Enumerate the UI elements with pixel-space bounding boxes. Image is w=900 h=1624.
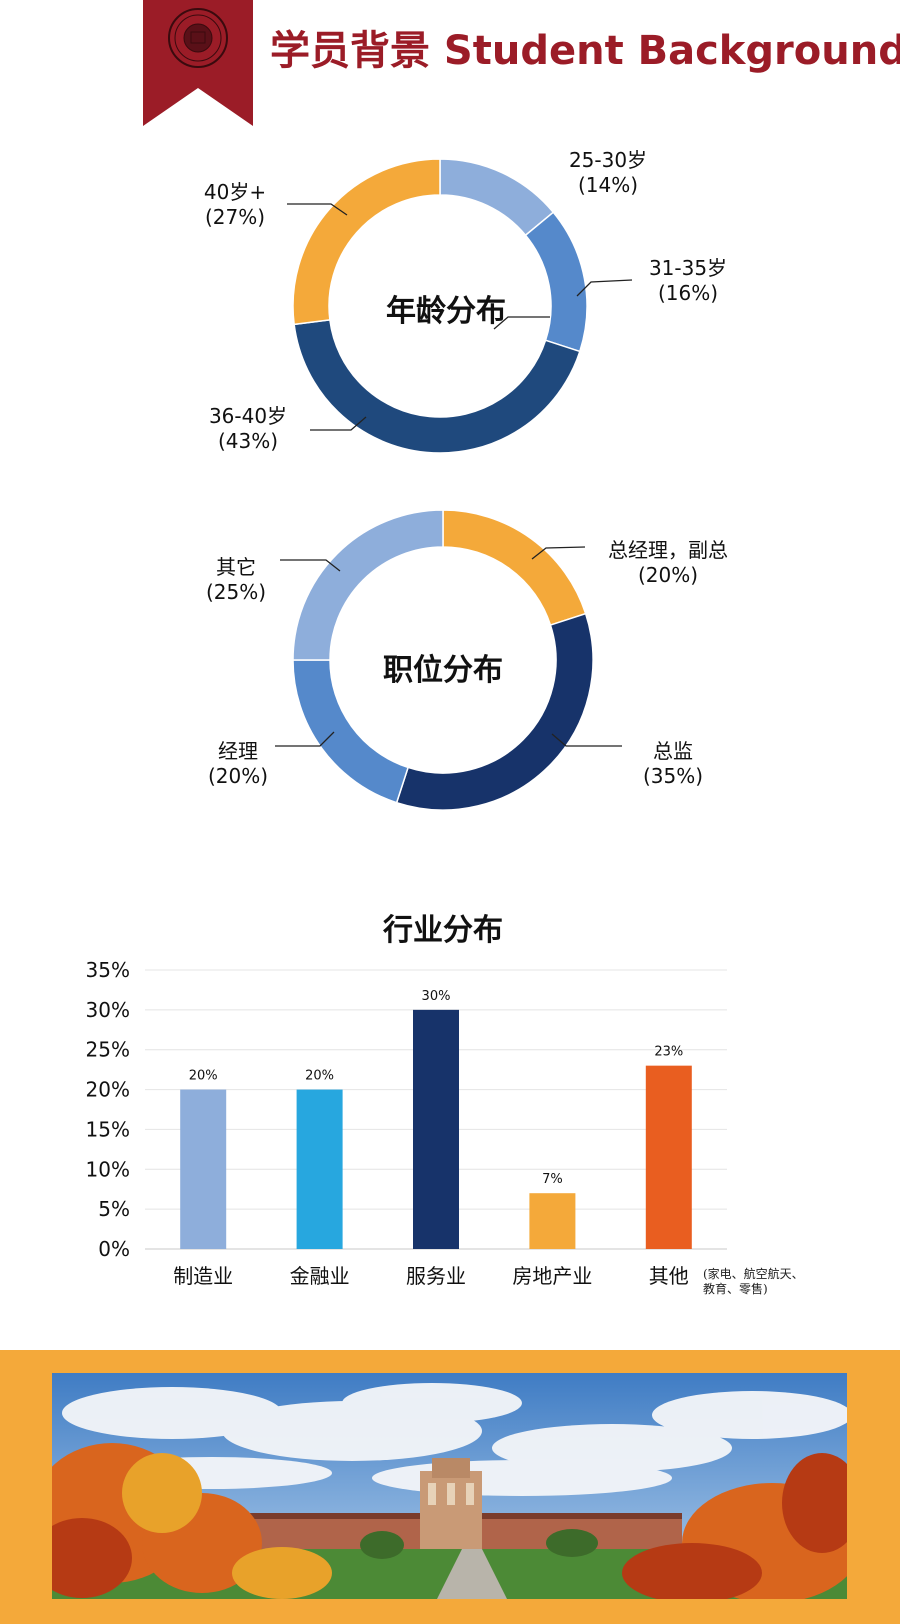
y-tick-label: 5% [98,1197,130,1221]
position-slice-pct-0: (20%) [638,563,698,587]
industry-other-note-line2: 教育、零售) [703,1281,768,1296]
bar-3 [529,1193,576,1249]
position-slice-pct-2: (20%) [208,764,268,788]
industry-distribution-bar-chart: 行业分布 0% 5% 10% 15% 20% 25% 30% 35% 20% 20% 30% 7% 2… [86,913,804,1296]
bar-value-label: 30% [422,989,451,1004]
bar-0 [180,1089,227,1249]
campus-photo [52,1373,847,1599]
age-slice-1 [524,211,588,353]
y-tick-label: 15% [86,1117,130,1141]
age-leader-lines [287,203,633,431]
position-slice-label-3: 其它 [216,555,256,579]
position-slice-label-0: 总经理，副总 [608,538,728,562]
age-slice-label-0: 25-30岁 [569,148,647,172]
age-slice-pct-1: (16%) [658,281,718,305]
category-label: 金融业 [290,1264,350,1288]
age-slice-label-3: 40岁+ [204,180,266,204]
age-slice-label-2: 36-40岁 [209,404,287,428]
category-label: 房地产业 [512,1264,592,1288]
bar-value-label: 7% [542,1172,563,1187]
age-slice-0 [439,158,555,237]
y-tick-label: 35% [86,958,130,982]
position-slice-1 [395,612,594,811]
y-tick-label: 25% [86,1038,130,1062]
position-slice-pct-3: (25%) [206,580,266,604]
y-tick-label: 30% [86,998,130,1022]
page-title: 学员背景 Student Background [270,28,900,74]
bar-value-label: 20% [189,1069,218,1084]
bar-value-label: 20% [305,1069,334,1084]
age-slice-pct-3: (27%) [205,205,265,229]
y-tick-label: 0% [98,1237,130,1261]
category-label: 服务业 [406,1264,466,1288]
age-slice-3 [292,158,441,326]
y-tick-label: 20% [86,1078,130,1102]
position-slice-pct-1: (35%) [643,764,703,788]
bar-4 [645,1065,692,1249]
industry-other-note-line1: (家电、航空航天、 [703,1266,804,1281]
bar-value-label: 23% [654,1045,683,1060]
position-distribution-donut-chart: 职位分布 总经理，副总 (20%) 总监 (35%) 经理 (20%) 其它 (… [206,510,728,811]
age-chart-title: 年龄分布 [386,294,506,329]
position-slice-3 [292,510,444,661]
university-seal-banner [143,0,253,126]
bar-2 [413,1009,459,1249]
age-distribution-donut-chart: 年龄分布 25-30岁 (14%) 31-35岁 (16%) 36-40岁 (4… [204,148,727,454]
bar-1 [296,1089,343,1249]
position-leader-lines [275,546,622,747]
position-slice-label-1: 总监 [653,739,693,763]
category-label: 制造业 [173,1264,233,1288]
position-slice-label-2: 经理 [218,739,258,763]
category-label: 其他 [649,1264,689,1288]
y-tick-label: 10% [86,1157,130,1181]
age-slice-pct-0: (14%) [578,173,638,197]
position-chart-title: 职位分布 [383,653,503,688]
industry-chart-title: 行业分布 [382,913,503,948]
university-seal-icon [168,8,228,68]
position-slice-0 [442,510,587,627]
age-slice-label-1: 31-35岁 [649,256,727,280]
age-slice-2 [293,319,581,454]
age-slice-pct-2: (43%) [218,429,278,453]
